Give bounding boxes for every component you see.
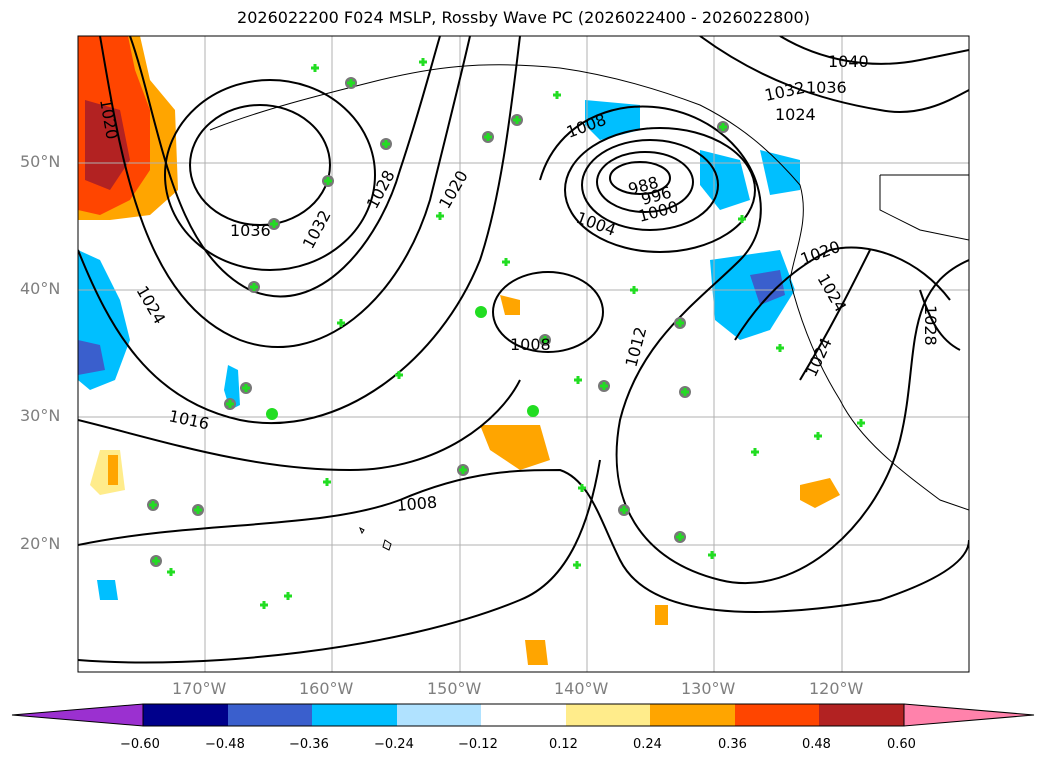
lon-label: 150°W — [427, 679, 482, 698]
colorbar-segment — [566, 704, 650, 726]
colorbar-tick: 0.60 — [887, 737, 916, 752]
colorbar-segment — [397, 704, 481, 726]
isobar-label: 1036 — [806, 78, 847, 97]
map-frame — [77, 35, 970, 673]
colorbar-tick: 0.12 — [549, 737, 578, 752]
lat-label: 40°N — [20, 279, 61, 298]
anomaly-shading — [78, 36, 840, 665]
lat-label: 50°N — [20, 152, 61, 171]
colorbar-tick: 0.48 — [802, 737, 831, 752]
colorbar-segment — [650, 704, 735, 726]
colorbar-tick: −0.12 — [458, 737, 498, 752]
lat-label: 20°N — [20, 534, 61, 553]
coastlines — [209, 64, 969, 551]
colorbar-segment — [228, 704, 312, 726]
colorbar-segment — [819, 704, 904, 726]
lat-label: 30°N — [20, 406, 61, 425]
isobar-label: 1040 — [828, 52, 869, 71]
station-markers — [147, 58, 865, 609]
lon-label: 160°W — [299, 679, 354, 698]
colorbar-tick: −0.60 — [120, 737, 160, 752]
lon-label: 140°W — [554, 679, 609, 698]
colorbar-tick: 0.24 — [633, 737, 662, 752]
lon-label: 170°W — [172, 679, 227, 698]
isobar-label: 1028 — [921, 305, 940, 346]
colorbar-max-arrow — [903, 703, 1035, 727]
map-plot-area: 1040 1036 1032 1028 1024 1024 1020 1020 … — [78, 36, 969, 672]
colorbar — [11, 703, 1035, 727]
isobar-label: 1024 — [775, 105, 816, 124]
colorbar-segment — [481, 704, 566, 726]
colorbar-tick: −0.48 — [205, 737, 245, 752]
isobars — [78, 36, 969, 664]
colorbar-tick: 0.36 — [718, 737, 747, 752]
lon-label: 130°W — [681, 679, 736, 698]
isobar-label: 1008 — [396, 493, 438, 515]
isobar-label: 1008 — [510, 335, 551, 354]
map-title: 2026022200 F024 MSLP, Rossby Wave PC (20… — [237, 8, 810, 27]
colorbar-segment — [312, 704, 397, 726]
lon-label: 120°W — [809, 679, 864, 698]
colorbar-segment — [143, 704, 228, 726]
colorbar-tick: −0.36 — [289, 737, 329, 752]
colorbar-tick: −0.24 — [374, 737, 414, 752]
colorbar-segment — [735, 704, 819, 726]
graticule — [78, 36, 969, 672]
colorbar-min-arrow — [11, 703, 144, 727]
isobar-label: 1036 — [230, 221, 271, 240]
